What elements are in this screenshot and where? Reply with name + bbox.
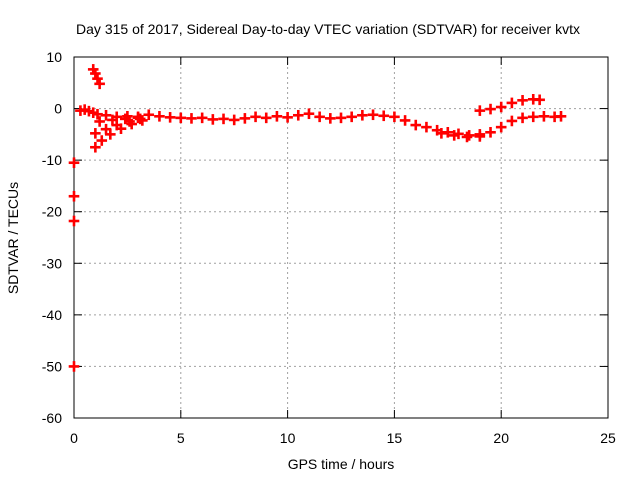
data-point <box>303 108 315 120</box>
data-point <box>517 112 528 124</box>
data-point <box>94 116 105 127</box>
y-tick-label: -30 <box>42 255 62 271</box>
data-point <box>495 101 507 113</box>
series-early-decay-3 <box>94 112 144 127</box>
data-point <box>506 97 518 109</box>
data-point <box>399 115 411 126</box>
data-point <box>517 95 528 106</box>
data-point <box>92 108 103 120</box>
x-tick-label: 25 <box>600 430 616 446</box>
data-point <box>143 109 155 121</box>
y-tick-label: -10 <box>42 152 62 168</box>
x-tick-label: 15 <box>387 430 403 446</box>
y-tick-label: -20 <box>42 204 62 220</box>
data-point <box>111 119 123 131</box>
y-tick-label: 0 <box>54 101 62 117</box>
data-point <box>154 111 165 122</box>
data-point <box>538 111 550 122</box>
data-point <box>495 121 507 133</box>
data-point <box>271 111 283 122</box>
data-point <box>474 105 486 116</box>
data-point <box>292 109 304 121</box>
data-point <box>175 112 187 124</box>
data-point <box>314 111 325 123</box>
data-point <box>367 109 379 121</box>
data-point <box>260 112 272 124</box>
data-point <box>378 110 390 122</box>
data-point <box>436 128 447 139</box>
data-point <box>282 112 293 123</box>
data-point <box>68 361 80 372</box>
data-point <box>94 78 105 90</box>
data-point <box>527 111 539 123</box>
series-early-spike <box>87 64 105 90</box>
axis-tick-labels: 0 5 10 15 20 25 10 0 -10 -20 -30 -40 -50 -60 <box>42 49 616 446</box>
y-tick-label: 10 <box>46 49 62 65</box>
data-point <box>107 114 118 126</box>
data-point <box>448 130 460 141</box>
data-point <box>100 109 112 121</box>
data-point <box>485 126 496 138</box>
x-tick-label: 20 <box>493 430 509 446</box>
data-point <box>105 129 116 140</box>
data-point <box>228 114 240 126</box>
data-point <box>474 131 486 142</box>
x-tick-label: 0 <box>70 430 78 446</box>
series-outliers <box>68 157 80 372</box>
data-point <box>68 190 80 202</box>
data-point <box>410 119 422 131</box>
data-point <box>461 131 473 143</box>
data-point <box>335 112 347 124</box>
data-point <box>132 112 144 124</box>
data-point <box>207 114 219 125</box>
data-point <box>68 215 80 227</box>
data-point <box>239 113 251 124</box>
plot-frame <box>73 56 609 419</box>
x-tick-label: 5 <box>177 430 185 446</box>
data-point <box>164 112 176 123</box>
x-axis-label: GPS time / hours <box>288 456 395 472</box>
data-point <box>90 141 101 153</box>
data-point <box>421 121 432 133</box>
y-axis-label: SDTVAR / TECUs <box>5 182 21 294</box>
data-points <box>68 64 567 372</box>
data-point <box>90 128 101 139</box>
y-tick-label: -50 <box>42 358 62 374</box>
data-point <box>506 115 518 127</box>
data-point <box>96 135 108 146</box>
data-point <box>555 111 567 122</box>
data-point <box>119 113 131 125</box>
data-point <box>346 111 357 123</box>
data-point <box>389 111 400 123</box>
x-tick-label: 10 <box>280 430 296 446</box>
data-point <box>250 111 261 123</box>
series-late-lower <box>436 128 486 143</box>
data-point <box>196 112 208 124</box>
data-point <box>534 94 545 106</box>
data-point <box>357 109 368 121</box>
data-point <box>325 113 336 124</box>
axis-ticks <box>73 56 609 419</box>
data-point <box>186 113 197 124</box>
data-point <box>68 157 80 169</box>
chart-title: Day 315 of 2017, Sidereal Day-to-day VTE… <box>76 21 580 37</box>
data-point <box>218 113 229 125</box>
y-tick-label: -60 <box>42 410 62 426</box>
data-point <box>485 103 496 115</box>
data-point <box>100 123 112 135</box>
y-tick-label: -40 <box>42 307 62 323</box>
series-upper-arc <box>474 93 545 116</box>
